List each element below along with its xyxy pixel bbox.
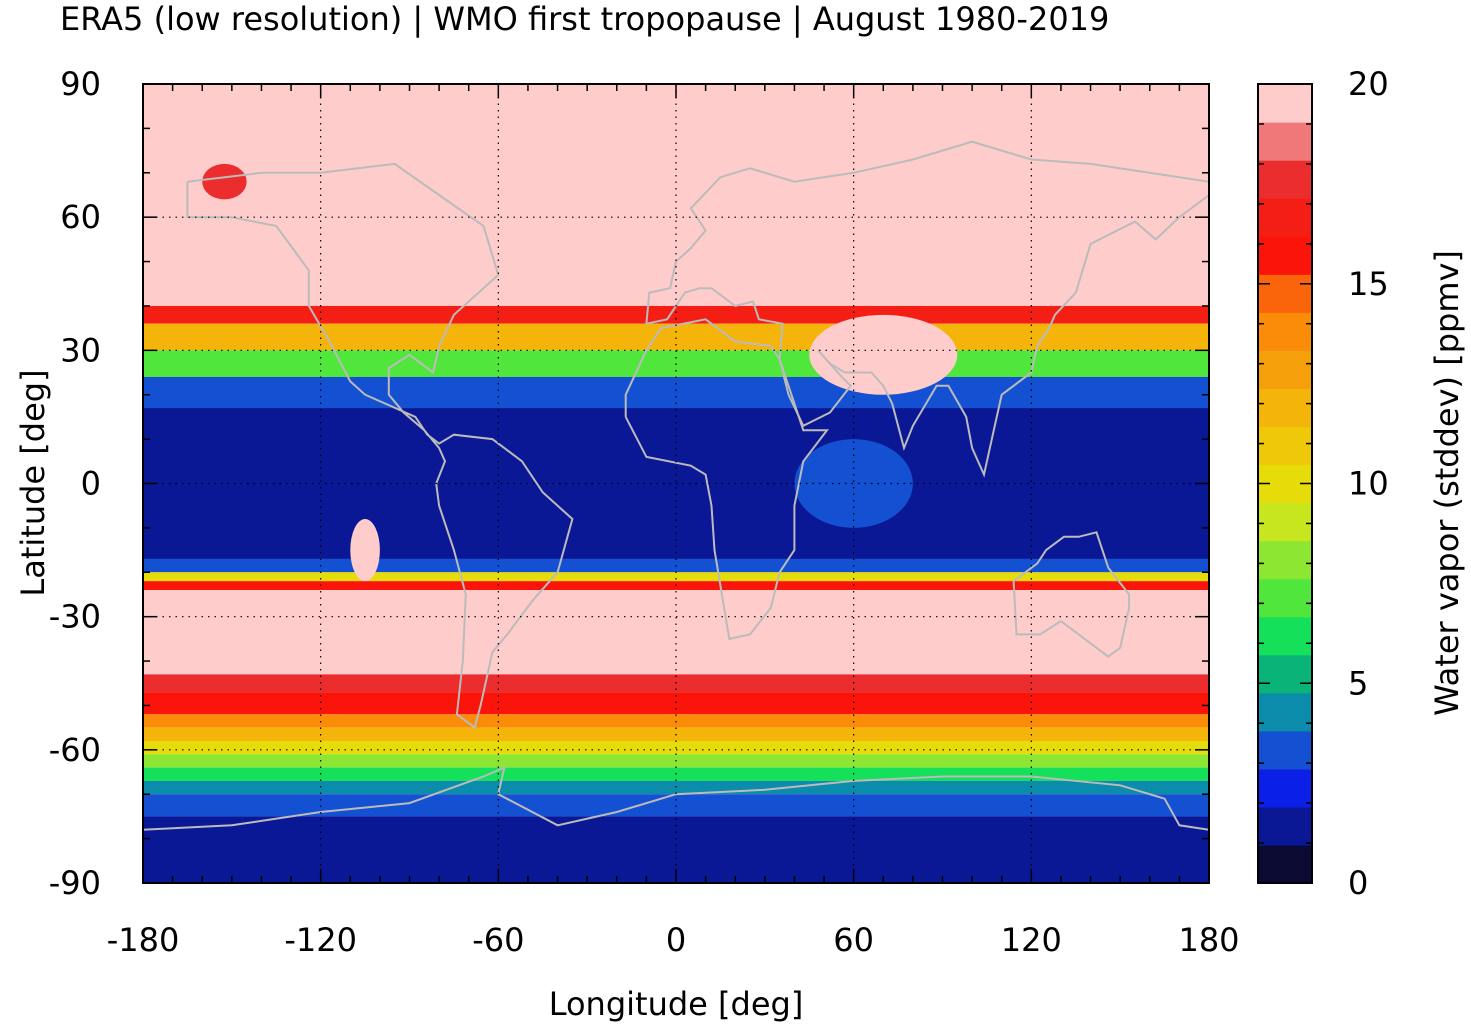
colorbar-swatch (1258, 806, 1312, 846)
colorbar-swatch (1258, 388, 1312, 428)
heatmap-band (143, 714, 1209, 728)
colorbar-swatch (1258, 730, 1312, 770)
colorbar-swatch (1258, 122, 1312, 161)
x-tick-label: -60 (472, 921, 524, 959)
x-tick-label: 60 (833, 921, 874, 959)
coastlines (143, 140, 1209, 831)
axis-ticks: -180 -120 -60 0 60 120 180 90 60 30 0 -30 -60 -90 (49, 65, 1240, 959)
colorbar-swatch (1258, 274, 1312, 313)
colorbar-swatch (1258, 312, 1312, 351)
colorbar-swatch (1258, 654, 1312, 694)
colorbar-label: Water vapor (stddev) [ppmv] (1428, 250, 1466, 716)
heatmap-band (143, 692, 1209, 715)
heatmap-band (143, 305, 1209, 324)
colorbar-swatch (1258, 844, 1312, 884)
colorbar-tick-label: 20 (1348, 65, 1389, 103)
heatmap-band (143, 572, 1209, 582)
y-axis-label: Latitude [deg] (14, 369, 52, 596)
y-tick-label: 60 (60, 198, 101, 236)
y-tick-label: 90 (60, 65, 101, 103)
y-tick-label: -30 (49, 598, 101, 636)
colorbar-tick-label: 0 (1348, 864, 1368, 902)
coastline (645, 140, 1209, 478)
gridlines (143, 84, 1209, 883)
x-tick-label: 120 (1001, 921, 1062, 959)
colorbar-tick-label: 15 (1348, 265, 1389, 303)
colorbar-swatch (1258, 768, 1312, 808)
colorbar: 0 5 10 15 20 (1257, 65, 1389, 902)
x-tick-label: 180 (1178, 921, 1239, 959)
colorbar-swatch (1258, 236, 1312, 275)
colorbar-swatch (1258, 84, 1312, 123)
colorbar-tick-label: 5 (1348, 664, 1368, 702)
heatmap-band (143, 780, 1209, 795)
coastline (1012, 531, 1131, 658)
coastline (186, 162, 574, 730)
y-tick-label: 30 (60, 331, 101, 369)
heatmap-feature (809, 314, 958, 395)
heatmap-band (143, 590, 1209, 675)
colorbar-swatch (1258, 198, 1312, 237)
y-tick-label: -90 (49, 864, 101, 902)
colorbar-swatch (1258, 426, 1312, 466)
x-tick-label: -180 (107, 921, 180, 959)
x-tick-label: -120 (284, 921, 357, 959)
heatmap-band (143, 794, 1209, 817)
x-axis-label: Longitude [deg] (549, 985, 804, 1023)
coastline (624, 318, 830, 641)
colorbar-swatch (1258, 350, 1312, 389)
colorbar-swatch (1258, 616, 1312, 656)
y-tick-label: 0 (81, 465, 101, 503)
colorbar-swatch (1258, 578, 1312, 618)
heatmap-feature (202, 163, 247, 200)
colorbar-swatch (1258, 692, 1312, 732)
coastline (143, 765, 1209, 831)
colorbar-swatch (1258, 540, 1312, 580)
y-tick-label: -60 (49, 731, 101, 769)
x-tick-label: 0 (666, 921, 686, 959)
colorbar-swatch (1258, 160, 1312, 199)
heatmap-feature (350, 519, 380, 582)
chart-title: ERA5 (low resolution) | WMO first tropop… (60, 0, 1110, 38)
colorbar-tick-label: 10 (1348, 465, 1389, 503)
colorbar-swatch (1258, 502, 1312, 542)
heatmap-feature (794, 439, 913, 528)
